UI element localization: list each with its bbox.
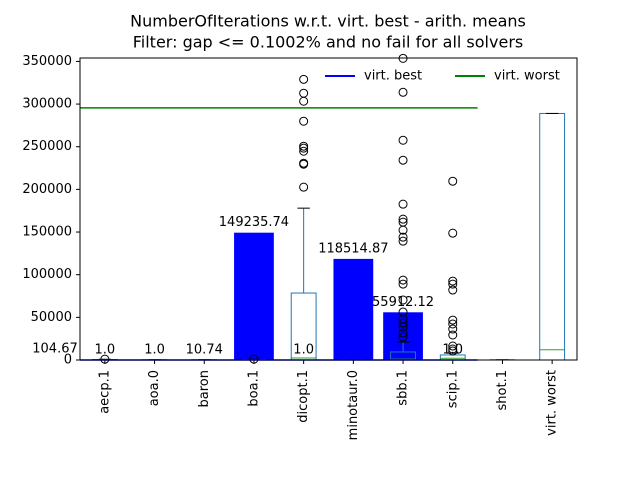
value-label: 1.0: [293, 342, 314, 357]
value-label: 118514.87: [318, 241, 388, 256]
value-label: 55912.12: [372, 295, 434, 310]
y-tick-label: 150000: [22, 225, 72, 240]
outlier: [449, 229, 457, 237]
x-tick-label: aecp.1: [97, 370, 112, 414]
x-tick-label: aoa.0: [147, 370, 162, 406]
outlier: [300, 97, 308, 105]
chart-title: NumberOfIterations w.r.t. virt. best - a…: [130, 12, 526, 31]
outlier: [399, 136, 407, 144]
x-tick-label: baron: [197, 370, 212, 407]
x-tick-label: dicopt.1: [296, 370, 311, 423]
outlier: [399, 88, 407, 96]
x-tick-label: boa.1: [246, 370, 261, 407]
x-tick-label: minotaur.0: [346, 370, 361, 440]
legend-label: virt. best: [364, 69, 422, 84]
x-tick-label: virt. worst: [545, 370, 560, 436]
y-tick-label: 250000: [22, 139, 72, 154]
y-tick-label: 300000: [22, 97, 72, 112]
outlier: [300, 89, 308, 97]
value-label: 1.0: [144, 342, 165, 357]
outlier: [399, 156, 407, 164]
y-tick-label: 200000: [22, 182, 72, 197]
y-tick-label: 100000: [22, 267, 72, 282]
outlier: [300, 75, 308, 83]
outlier: [300, 142, 308, 150]
outlier: [449, 177, 457, 185]
box: [540, 113, 565, 360]
bar: [333, 259, 373, 360]
value-label: 149235.74: [219, 215, 289, 230]
outlier: [300, 117, 308, 125]
x-tick-label: shot.1: [495, 370, 510, 410]
x-tick-label: scip.1: [445, 370, 460, 408]
plot-frame: [80, 58, 577, 360]
x-tick-label: sbb.1: [396, 370, 411, 406]
bar: [234, 233, 274, 360]
y-tick-label: 50000: [31, 310, 72, 325]
y-tick-label: 350000: [22, 54, 72, 69]
legend-label: virt. worst: [494, 69, 560, 84]
outlier: [399, 200, 407, 208]
chart-subtitle: Filter: gap <= 0.1002% and no fail for a…: [133, 33, 523, 52]
value-label: 10.74: [186, 342, 223, 357]
annotation: 104.67: [32, 342, 78, 357]
outlier: [300, 183, 308, 191]
